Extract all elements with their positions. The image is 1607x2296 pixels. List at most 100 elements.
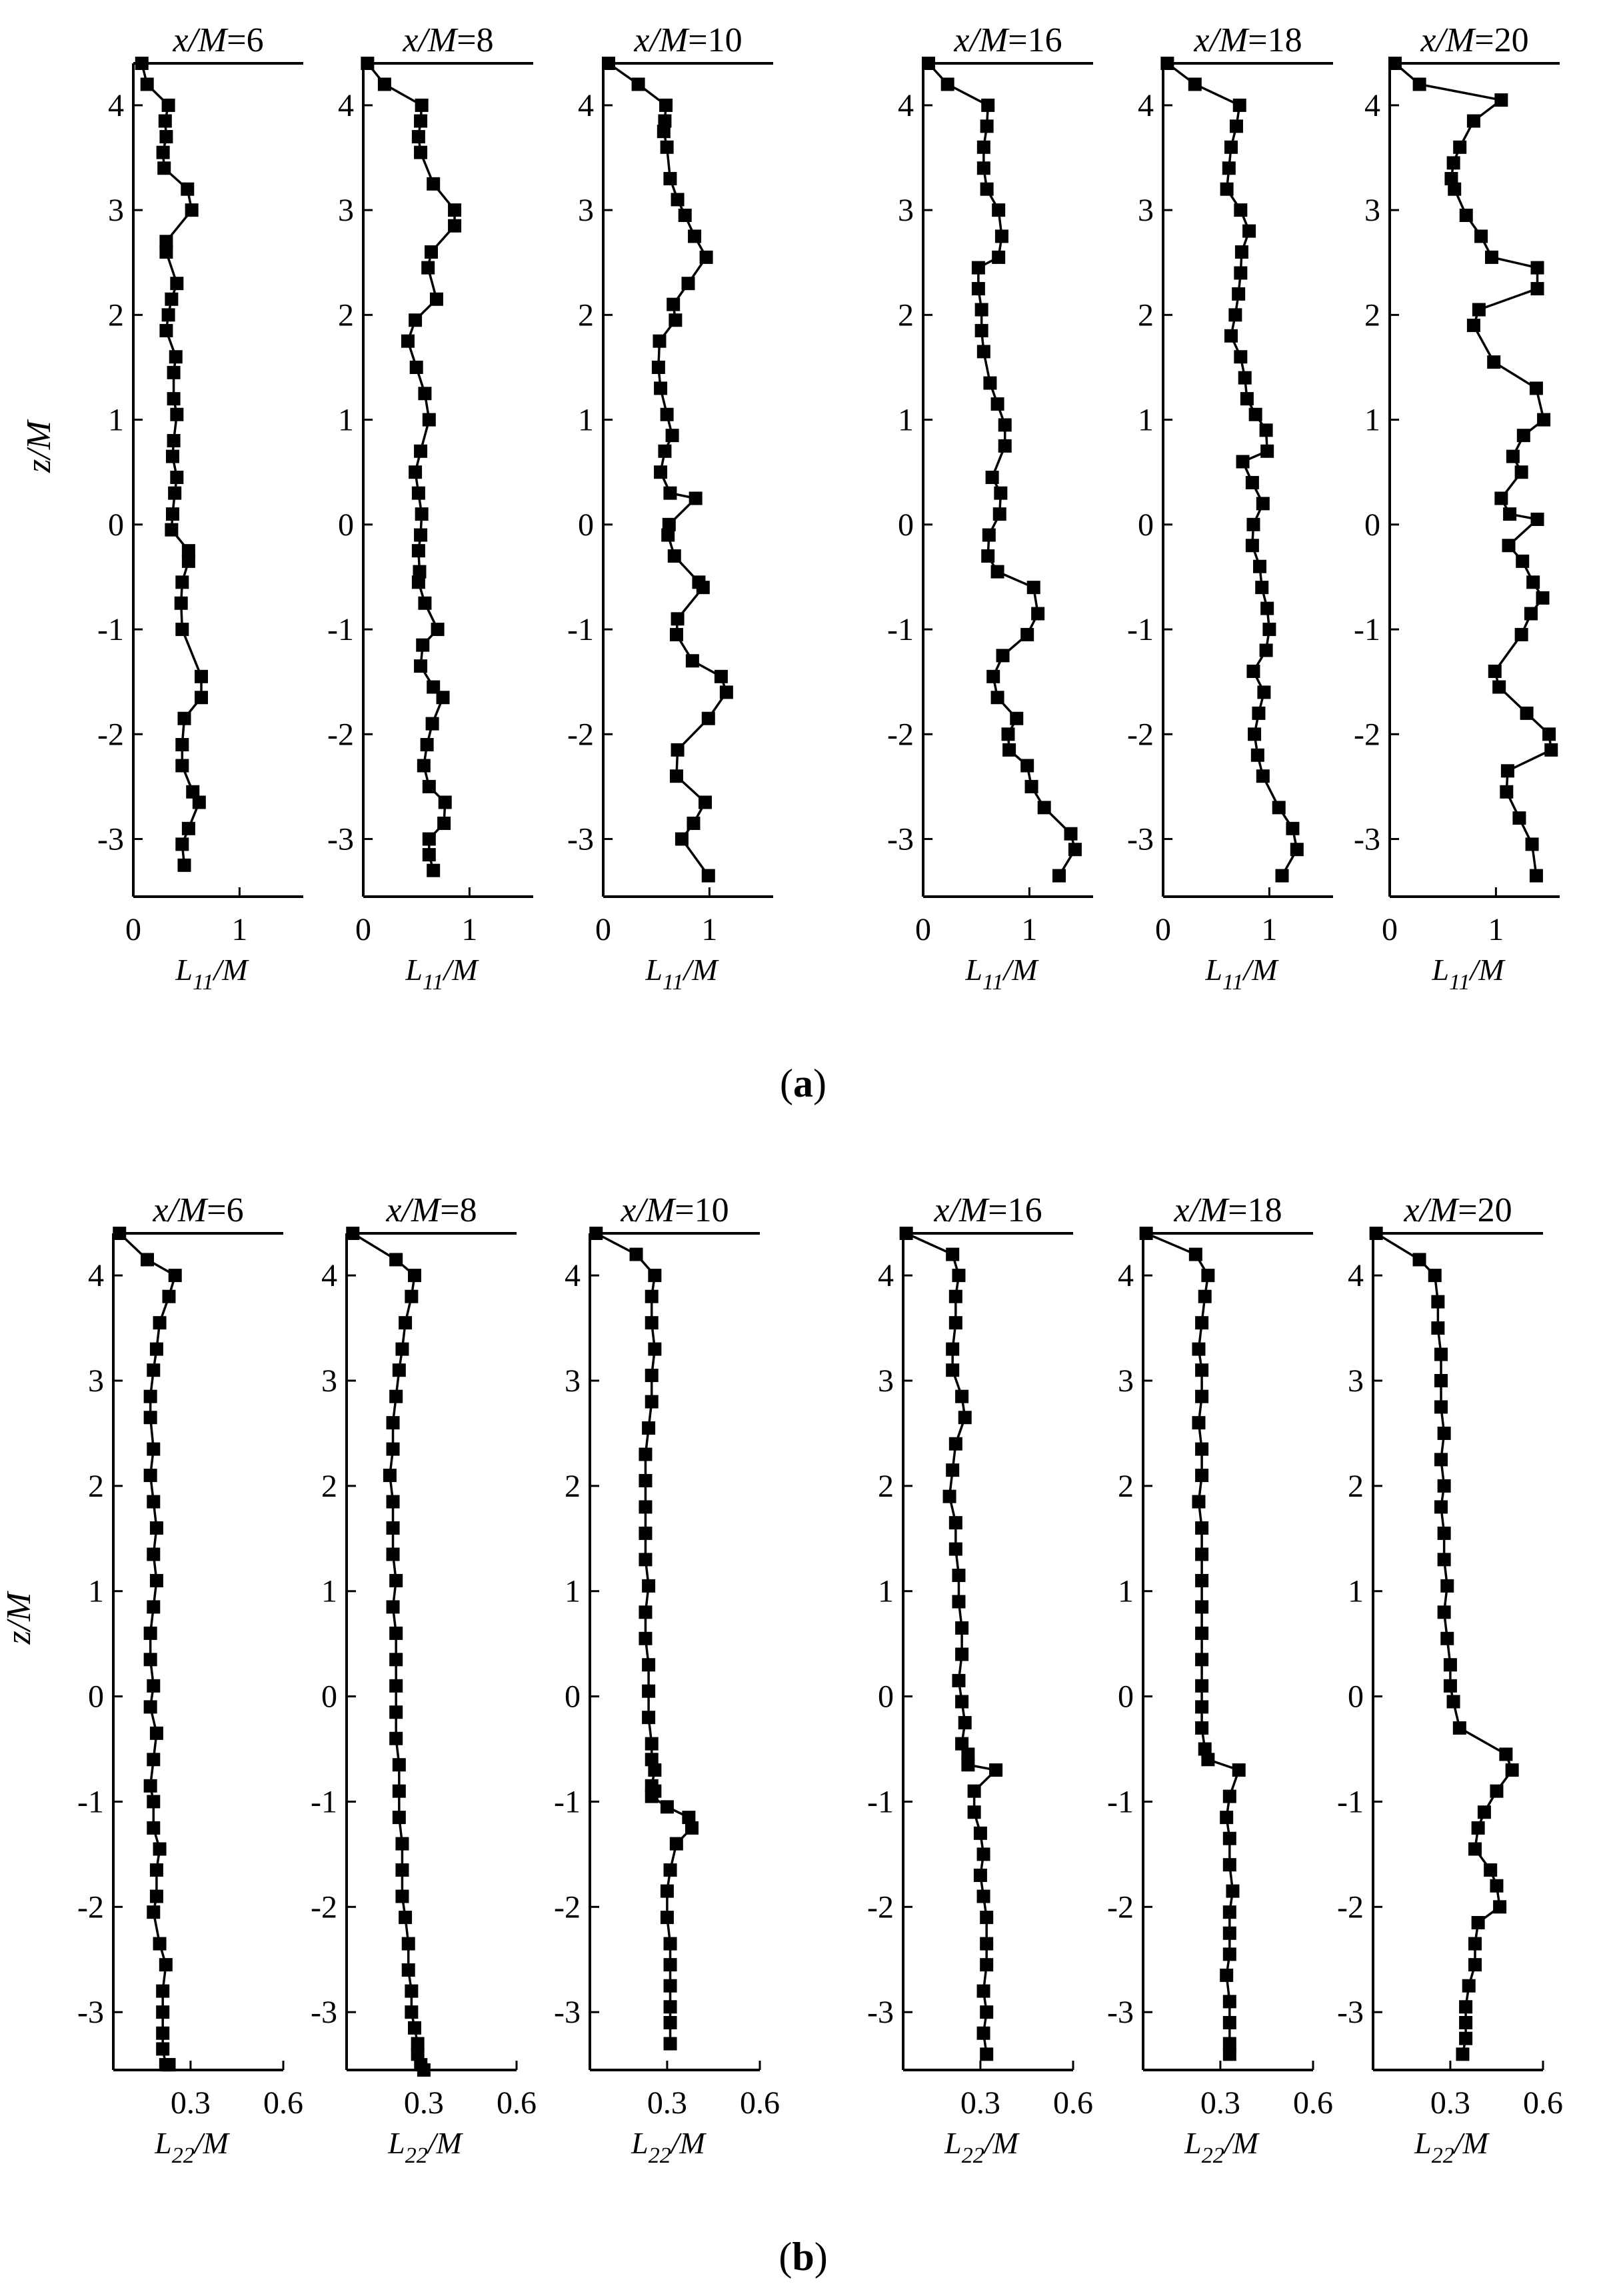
y-tick-label: 0 (88, 1679, 104, 1715)
x-axis-label: L22/M (631, 2126, 707, 2168)
data-point (663, 486, 677, 500)
data-point (639, 1631, 653, 1645)
data-point (186, 785, 200, 799)
data-point (663, 171, 677, 185)
x-tick-label: 0 (915, 912, 931, 947)
data-point (149, 1889, 163, 1903)
y-tick-label: 2 (878, 1469, 894, 1504)
y-tick-label: 2 (565, 1469, 581, 1504)
data-point (147, 1821, 161, 1835)
data-point (985, 471, 999, 485)
y-tick-label: 0 (878, 1679, 894, 1715)
data-point (1002, 743, 1016, 757)
data-point (1222, 1926, 1236, 1940)
y-tick-label: 4 (578, 88, 594, 123)
data-point (1526, 575, 1540, 589)
data-point (1434, 1374, 1448, 1388)
data-point (714, 669, 728, 683)
data-point (1195, 1679, 1209, 1693)
data-point (631, 77, 645, 91)
data-point (719, 685, 733, 699)
data-point (140, 77, 154, 91)
data-point (948, 1289, 962, 1303)
data-point (165, 507, 179, 521)
data-point (1537, 413, 1551, 427)
data-point (1437, 1553, 1451, 1567)
data-point (899, 1227, 913, 1240)
data-point (422, 832, 436, 846)
data-point (1512, 811, 1526, 825)
data-point (389, 1253, 403, 1267)
data-point (671, 612, 685, 626)
data-point (1068, 843, 1082, 857)
data-point (958, 1716, 972, 1730)
data-point (167, 392, 181, 406)
data-point (1195, 1547, 1209, 1561)
y-tick-label: 2 (1118, 1469, 1134, 1504)
y-tick-label: -1 (867, 1784, 894, 1819)
data-point (1446, 1695, 1460, 1709)
y-tick-label: -1 (887, 612, 914, 647)
data-point (1500, 785, 1514, 799)
y-tick-label: -1 (1107, 1784, 1134, 1819)
y-tick-label: 3 (88, 1363, 104, 1399)
data-point (153, 1316, 167, 1330)
y-tick-label: -1 (567, 612, 594, 647)
data-point (153, 1842, 167, 1856)
data-point (1262, 623, 1276, 637)
data-point (992, 250, 1006, 264)
data-point (648, 1342, 662, 1356)
data-point (1222, 1831, 1236, 1845)
data-point (1224, 329, 1238, 343)
data-point (689, 491, 703, 505)
y-tick-label: -2 (327, 717, 354, 752)
y-tick-label: -3 (311, 1995, 337, 2030)
y-tick-label: 3 (1118, 1363, 1134, 1399)
y-tick-label: 3 (338, 193, 354, 228)
data-point (1026, 581, 1040, 595)
data-point (1530, 512, 1544, 526)
data-point (153, 1937, 167, 1951)
x-tick-label: 1 (231, 912, 247, 947)
y-tick-label: 4 (1118, 1258, 1134, 1293)
data-point (980, 182, 994, 196)
data-point (377, 77, 391, 91)
data-point (1468, 1937, 1482, 1951)
data-point (1195, 1600, 1209, 1614)
y-tick-label: 1 (321, 1574, 337, 1609)
chart-panel: -3 -2 -1 0 1 2 3 4 0.3 0.6 x/M=16 L22/M (867, 1191, 1093, 2168)
data-point (1195, 1573, 1209, 1587)
data-point (952, 1269, 966, 1283)
y-axis-label: z/M (0, 1591, 38, 1645)
data-point (981, 98, 995, 112)
data-point (177, 711, 191, 725)
panel-title: x/M=18 (1173, 1191, 1282, 1229)
data-point (386, 1547, 400, 1561)
data-point (948, 1437, 962, 1451)
data-point (645, 1316, 659, 1330)
data-point (1272, 801, 1286, 815)
x-axis-label: L11/M (175, 953, 249, 995)
data-point (1286, 821, 1300, 835)
data-point (1275, 869, 1289, 883)
data-point (1195, 1700, 1209, 1714)
data-point (386, 1600, 400, 1614)
data-point (1471, 1821, 1485, 1835)
data-point (1485, 250, 1498, 264)
data-point (149, 1573, 163, 1587)
y-tick-label: 3 (321, 1363, 337, 1399)
data-point (185, 203, 199, 217)
data-point (1448, 182, 1462, 196)
data-point (1198, 1742, 1212, 1756)
data-point (971, 261, 985, 275)
data-point (195, 669, 208, 683)
data-point (1222, 1858, 1236, 1872)
data-point (147, 1442, 161, 1456)
data-point (589, 1227, 603, 1240)
data-point (411, 544, 425, 558)
y-axis-label: z/M (20, 419, 58, 473)
data-point (1246, 664, 1260, 678)
data-point (660, 1884, 674, 1898)
y-tick-label: -3 (97, 822, 124, 857)
data-point (143, 1626, 157, 1640)
